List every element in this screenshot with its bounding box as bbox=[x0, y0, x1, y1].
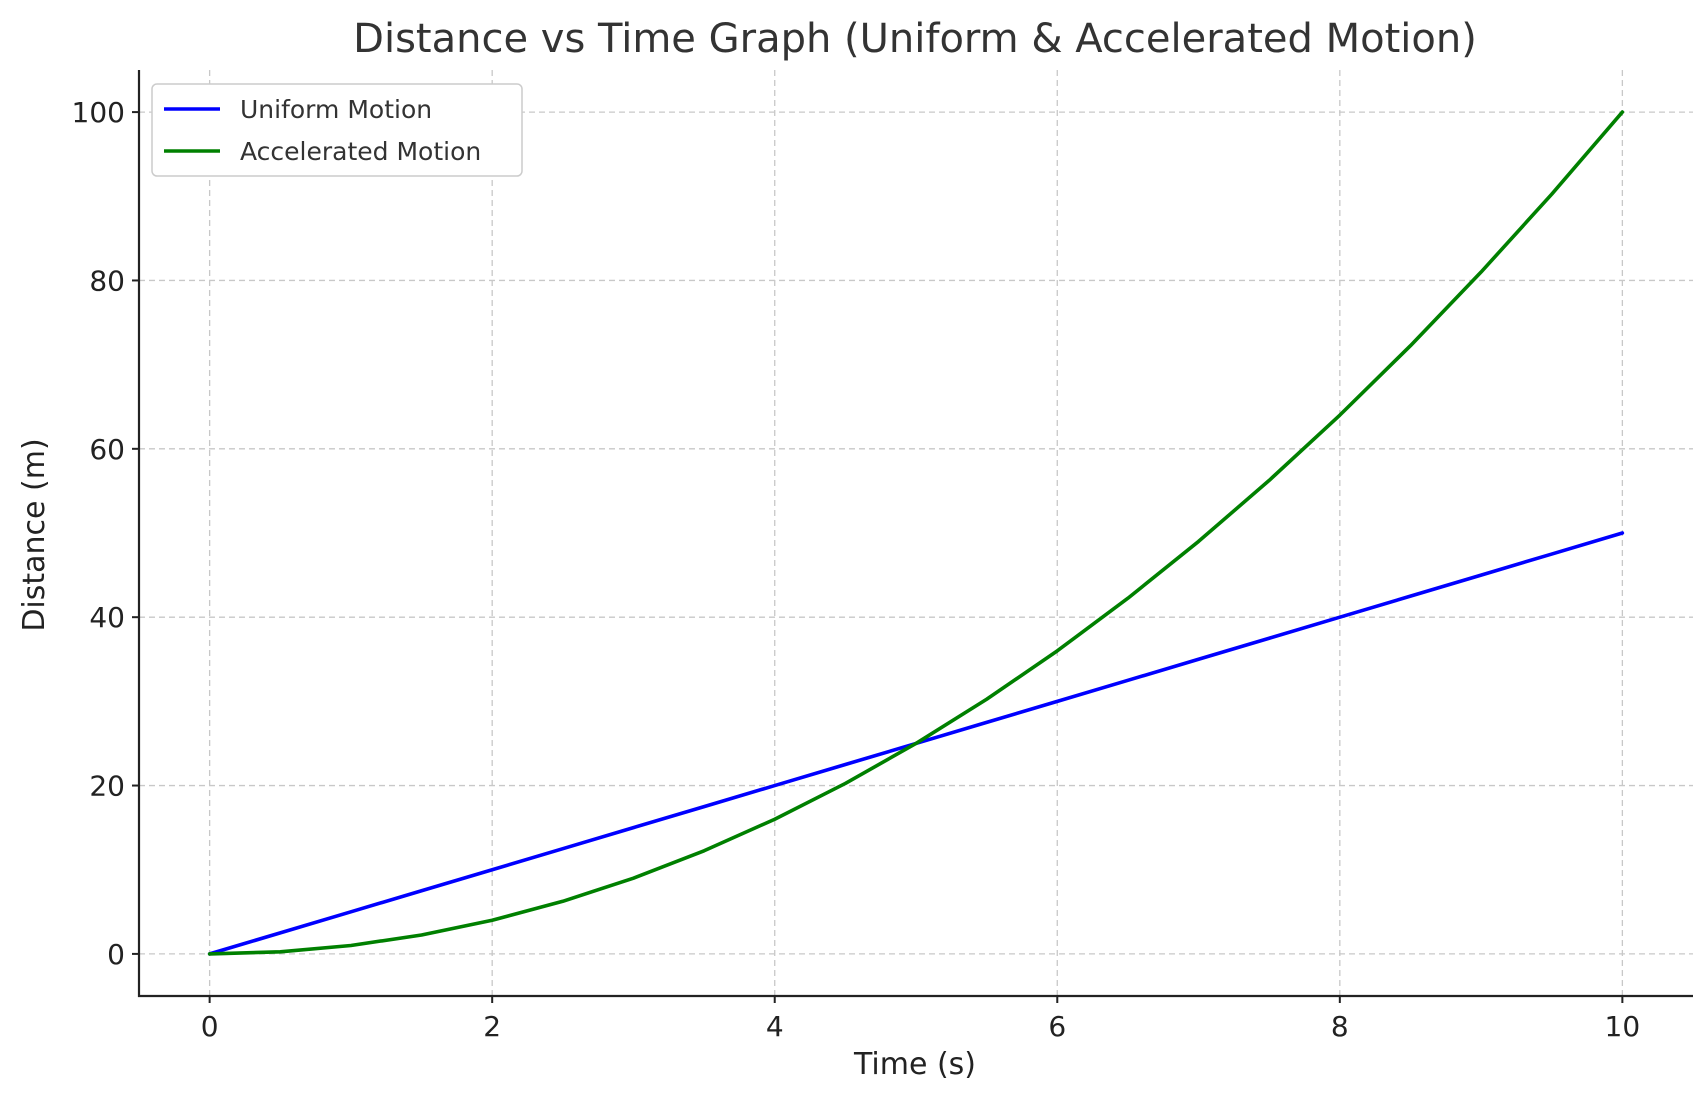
y-tick-label: 80 bbox=[89, 264, 125, 297]
x-tick-label: 6 bbox=[1048, 1010, 1066, 1043]
y-tick-label: 100 bbox=[72, 96, 125, 129]
x-axis-label: Time (s) bbox=[853, 1047, 976, 1082]
x-tick-label: 8 bbox=[1331, 1010, 1349, 1043]
legend-box bbox=[151, 83, 523, 177]
legend: Uniform Motion Accelerated Motion bbox=[151, 83, 523, 177]
x-tick-label: 4 bbox=[766, 1010, 784, 1043]
series-layer bbox=[207, 110, 1625, 956]
series-line-accelerated-motion bbox=[207, 110, 1625, 956]
x-tick-label: 2 bbox=[483, 1010, 501, 1043]
y-axis-label: Distance (m) bbox=[17, 438, 52, 631]
y-tick-label: 0 bbox=[107, 938, 125, 971]
y-tick-label: 40 bbox=[89, 601, 125, 634]
axis-spines bbox=[137, 70, 1693, 998]
legend-label: Accelerated Motion bbox=[240, 137, 481, 166]
grid bbox=[139, 70, 1693, 996]
y-tick-label: 20 bbox=[89, 770, 125, 803]
legend-label: Uniform Motion bbox=[240, 95, 432, 124]
axes bbox=[137, 70, 1693, 998]
x-tick-label: 10 bbox=[1605, 1010, 1641, 1043]
y-tick-label: 60 bbox=[89, 433, 125, 466]
chart-title: Distance vs Time Graph (Uniform & Accele… bbox=[353, 16, 1477, 62]
x-tick-label: 0 bbox=[201, 1010, 219, 1043]
